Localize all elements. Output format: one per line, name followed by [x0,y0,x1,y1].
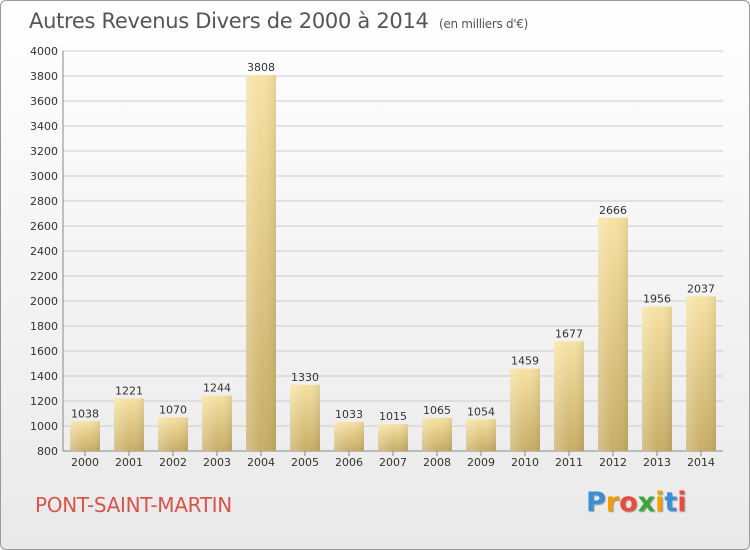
y-tick-label: 2600 [30,220,58,233]
axes: 800 1000 1200 1400 1600 1800 2000 2200 2400 2600 2… [30,45,723,469]
bar-shade-2011 [554,341,584,451]
chart-title-text: Autres Revenus Divers de 2000 à 2014 [29,9,429,33]
y-tick-label: 800 [37,445,58,458]
bar-shade-2014 [686,296,716,451]
logo-letter: P [586,487,606,518]
x-tick-label: 2010 [511,456,539,469]
x-tick-label: 2004 [247,456,275,469]
logo-letter: i [655,487,665,518]
y-tick-label: 1800 [30,320,58,333]
data-label: 1330 [291,371,319,384]
data-label: 1221 [115,384,143,397]
data-label: 1038 [71,407,99,420]
y-tick-label: 3800 [30,70,58,83]
data-label: 2666 [599,204,627,217]
y-tick-label: 3200 [30,145,58,158]
bar-shade-2004 [246,75,276,451]
x-tick-label: 2003 [203,456,231,469]
x-tick-label: 2014 [687,456,715,469]
proxiti-logo: Proxiti [586,487,687,518]
data-label: 1244 [203,382,231,395]
logo-letter: i [677,487,687,518]
chart-subtitle: (en milliers d'€) [439,17,529,31]
data-labels: 1038 1221 1070 1244 3808 1330 1033 1015 1065 1054… [71,61,715,423]
bar-shade-2001 [114,398,144,451]
logo-letter: x [637,487,656,518]
y-tick-label: 1000 [30,420,58,433]
data-label: 1070 [159,403,187,416]
x-tick-label: 2001 [115,456,143,469]
x-tick-label: 2005 [291,456,319,469]
bar-shade-2002 [158,417,188,451]
data-label: 1956 [643,293,671,306]
logo-letter: r [605,487,620,518]
y-tick-label: 2200 [30,270,58,283]
data-label: 1459 [511,355,539,368]
x-tick-label: 2009 [467,456,495,469]
data-label: 1054 [467,405,495,418]
data-label: 1015 [379,410,407,423]
bar-shade-2012 [598,217,628,451]
bar-shade-2007 [378,424,408,451]
bar-shade-2013 [642,306,672,451]
x-tick-label: 2013 [643,456,671,469]
x-tick-label: 2008 [423,456,451,469]
data-label: 1033 [335,408,363,421]
y-tick-label: 2400 [30,245,58,258]
y-tick-label: 2800 [30,195,58,208]
bar-shade-2003 [202,395,232,451]
bars [70,75,716,451]
x-tick-label: 2006 [335,456,363,469]
bar-shade-2008 [422,417,452,451]
x-tick-label: 2002 [159,456,187,469]
data-label: 1065 [423,404,451,417]
data-label: 3808 [247,61,275,74]
bar-shade-2009 [466,419,496,451]
place-name: PONT-SAINT-MARTIN [35,493,232,517]
y-tick-label: 3000 [30,170,58,183]
y-tick-label: 3600 [30,95,58,108]
x-tick-label: 2007 [379,456,407,469]
x-tick-label: 2011 [555,456,583,469]
y-tick-label: 1600 [30,345,58,358]
chart-title: Autres Revenus Divers de 2000 à 2014 (en… [29,9,528,33]
bar-shade-2010 [510,368,540,451]
data-label: 1677 [555,327,583,340]
x-tick-label: 2012 [599,456,627,469]
bar-shade-2006 [334,421,364,451]
y-tick-label: 2000 [30,295,58,308]
y-tick-label: 1200 [30,395,58,408]
y-tick-label: 4000 [30,45,58,58]
y-tick-label: 3400 [30,120,58,133]
logo-letter: t [664,487,678,518]
y-tick-label: 1400 [30,370,58,383]
x-tick-label: 2000 [71,456,99,469]
bar-shade-2000 [70,421,100,451]
data-label: 2037 [687,282,715,295]
logo-letter: o [619,487,638,518]
bar-shade-2005 [290,384,320,451]
